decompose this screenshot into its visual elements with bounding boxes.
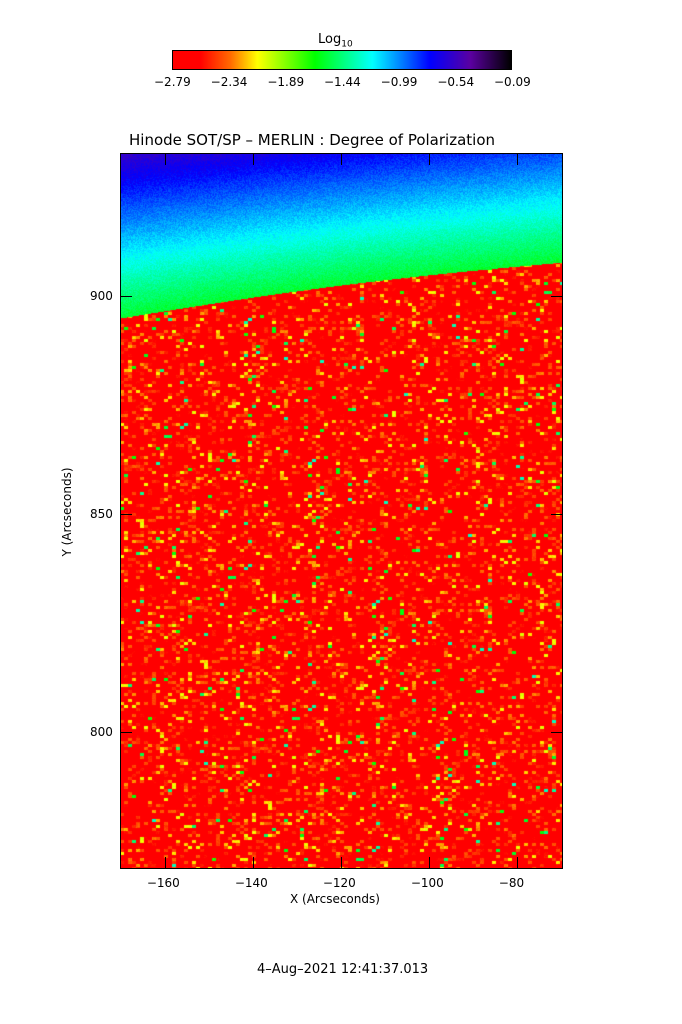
y-tick-label: 850 (90, 507, 113, 522)
plot-frame (120, 153, 563, 869)
x-tick-label: −140 (234, 876, 268, 890)
y-axis-label: Y (Arcseconds) (60, 467, 74, 557)
x-tick (428, 857, 430, 869)
x-axis-label: X (Arcseconds) (290, 892, 380, 906)
x-tick (252, 153, 254, 165)
x-tick (164, 857, 166, 869)
y-tick (551, 732, 563, 734)
y-tick-label: 800 (90, 725, 113, 740)
colorbar-tick-label: −2.79 (154, 75, 191, 89)
x-tick (428, 153, 430, 165)
colorbar-tick-label: −1.89 (267, 75, 305, 89)
colorbar-tick-label: −0.99 (380, 75, 418, 89)
x-tick (252, 857, 254, 869)
x-tick-label: −120 (322, 876, 356, 890)
x-tick-label: −160 (146, 876, 180, 890)
x-tick (516, 153, 518, 165)
y-tick (120, 732, 132, 734)
colorbar-label: Log10 (318, 32, 353, 50)
y-tick (551, 296, 563, 298)
y-tick (120, 296, 132, 298)
timestamp: 4–Aug–2021 12:41:37.013 (257, 962, 429, 977)
x-tick (340, 153, 342, 165)
chart-title: Hinode SOT/SP – MERLIN : Degree of Polar… (129, 131, 495, 149)
x-tick-label: −80 (498, 876, 525, 890)
x-tick-label: −100 (410, 876, 444, 890)
colorbar-tick-label: −0.09 (494, 75, 531, 89)
colorbar-label-base: Log (318, 32, 342, 47)
colorbar-tick-label: −0.54 (437, 75, 475, 89)
x-tick (340, 857, 342, 869)
x-tick (516, 857, 518, 869)
y-tick (551, 514, 563, 516)
heatmap-image (120, 153, 563, 869)
x-tick (164, 153, 166, 165)
colorbar-tick-label: −1.44 (324, 75, 361, 89)
colorbar (172, 50, 512, 70)
colorbar-label-sub: 10 (341, 39, 353, 50)
colorbar-tick-label: −2.34 (210, 75, 248, 89)
y-tick (120, 514, 132, 516)
y-tick-label: 900 (90, 289, 113, 304)
